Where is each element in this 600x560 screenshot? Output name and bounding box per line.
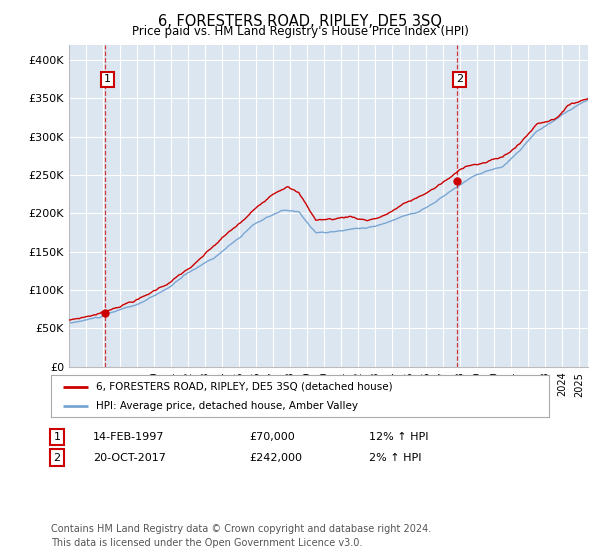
Text: 14-FEB-1997: 14-FEB-1997 — [93, 432, 164, 442]
Text: £242,000: £242,000 — [249, 452, 302, 463]
Text: 2: 2 — [456, 74, 463, 85]
Text: 1: 1 — [53, 432, 61, 442]
Text: 20-OCT-2017: 20-OCT-2017 — [93, 452, 166, 463]
Text: Price paid vs. HM Land Registry's House Price Index (HPI): Price paid vs. HM Land Registry's House … — [131, 25, 469, 38]
Text: 12% ↑ HPI: 12% ↑ HPI — [369, 432, 428, 442]
Text: 6, FORESTERS ROAD, RIPLEY, DE5 3SQ (detached house): 6, FORESTERS ROAD, RIPLEY, DE5 3SQ (deta… — [96, 381, 392, 391]
Text: HPI: Average price, detached house, Amber Valley: HPI: Average price, detached house, Ambe… — [96, 401, 358, 411]
Text: 6, FORESTERS ROAD, RIPLEY, DE5 3SQ: 6, FORESTERS ROAD, RIPLEY, DE5 3SQ — [158, 14, 442, 29]
Text: Contains HM Land Registry data © Crown copyright and database right 2024.
This d: Contains HM Land Registry data © Crown c… — [51, 524, 431, 548]
Text: 2% ↑ HPI: 2% ↑ HPI — [369, 452, 421, 463]
Text: 1: 1 — [104, 74, 111, 85]
Text: 2: 2 — [53, 452, 61, 463]
Text: £70,000: £70,000 — [249, 432, 295, 442]
